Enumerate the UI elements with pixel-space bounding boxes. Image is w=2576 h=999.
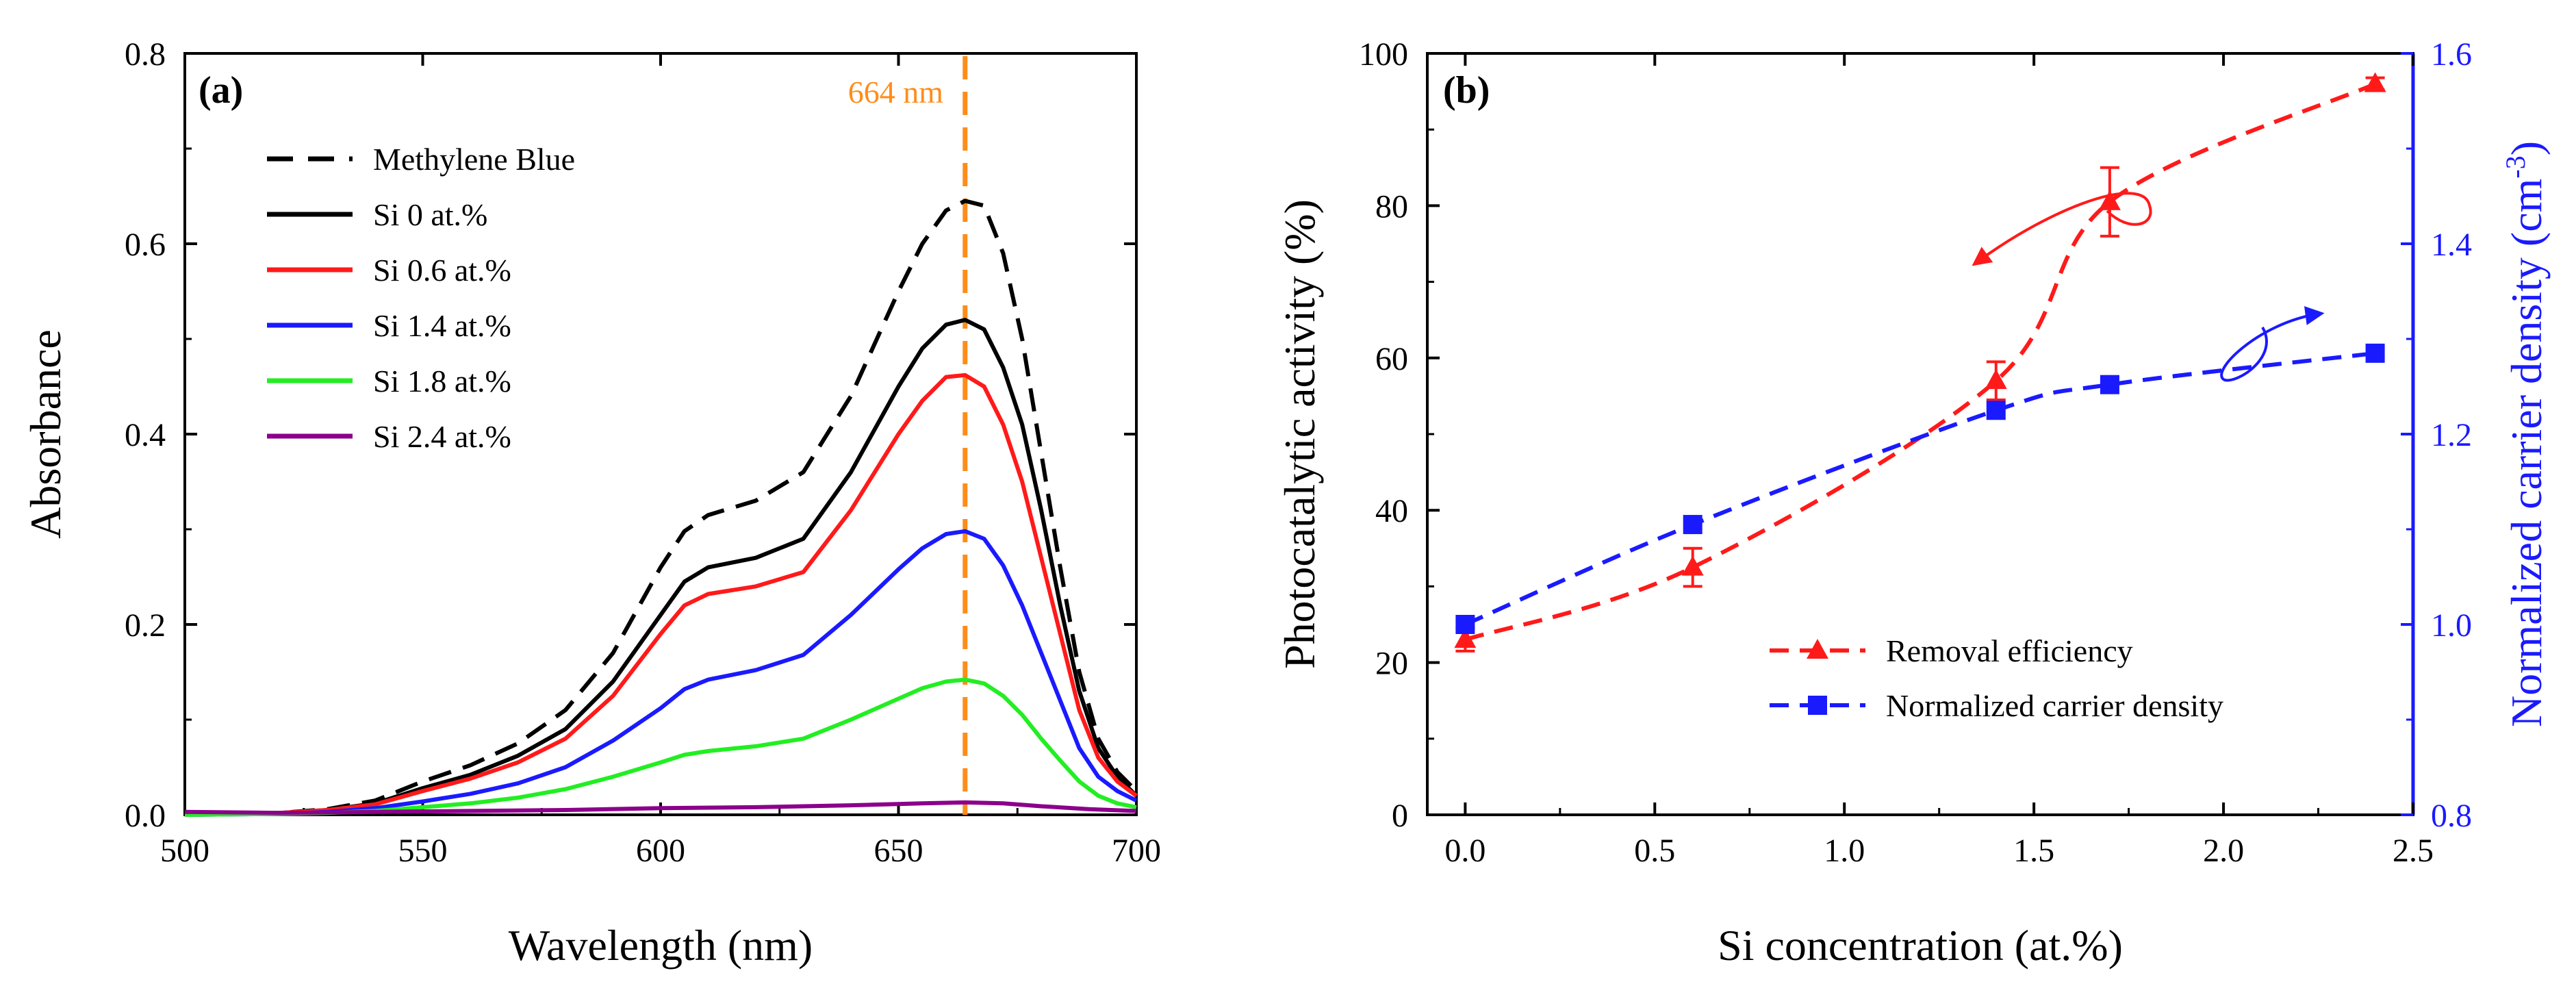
x-tick-label: 1.0 (1824, 833, 1865, 869)
series-line (184, 529, 1138, 817)
data-point-square (2365, 343, 2385, 363)
data-point-square (1455, 615, 1475, 634)
panel-label-b: (b) (1443, 69, 1490, 112)
y-axis-title-right: Normalized carrier density (cm-3) (2500, 141, 2551, 727)
x-tick-label: 700 (1112, 833, 1161, 869)
panel-a: 500 550 600 650 700 0.0 0.2 0.4 0.6 0.8 … (21, 36, 1161, 970)
y-axis-title-b: Photocatalytic activity (%) (1275, 199, 1324, 669)
legend-label: Si 2.4 at.% (373, 419, 511, 454)
x-tick-label: 2.5 (2393, 833, 2434, 869)
blue-axis-arrow (2220, 306, 2325, 382)
x-axis-title-b: Si concentration (at.%) (1718, 921, 2123, 970)
panel-label-a: (a) (199, 69, 243, 112)
legend-label: Si 0 at.% (373, 197, 487, 232)
legend-label: Si 0.6 at.% (373, 253, 511, 288)
legend-marker (1808, 696, 1827, 715)
x-tick-label: 2.0 (2203, 833, 2244, 869)
series-line (184, 318, 1138, 817)
y-axis-title-right-sup: -3 (2500, 155, 2531, 178)
y-right-tick-label: 1.2 (2431, 417, 2472, 453)
series-group-b (1454, 72, 2386, 653)
y-tick-label: 0 (1392, 798, 1408, 834)
series-line (184, 199, 1138, 817)
y-right-tick-label: 1.0 (2431, 607, 2472, 644)
x-tick-label: 650 (874, 833, 923, 869)
y-tick-label: 0.4 (125, 417, 166, 453)
series-line (184, 677, 1137, 817)
y-tick-label: 0.6 (125, 227, 166, 263)
tick-labels-b: 0.0 0.5 1.0 1.5 2.0 2.5 0 20 40 60 80 100 0.8 1.0 1.2 1… (1359, 36, 2472, 869)
data-point-square (1986, 401, 2006, 420)
red-axis-arrow (1972, 192, 2152, 266)
annotation-label: 664 nm (848, 75, 944, 110)
series-line (184, 800, 1137, 815)
tick-marks-a (183, 52, 1138, 816)
y-tick-label: 0.8 (125, 36, 166, 73)
data-point-triangle (1454, 628, 1477, 648)
y-tick-label: 40 (1375, 493, 1408, 529)
data-point-triangle (2364, 72, 2386, 92)
legend-label: Normalized carrier density (1886, 688, 2223, 723)
data-point-triangle (2098, 190, 2121, 210)
y-right-tick-label: 1.6 (2431, 36, 2472, 73)
y-axis-title-a: Absorbance (21, 329, 70, 539)
x-tick-label: 0.0 (1444, 833, 1485, 869)
x-tick-label: 0.5 (1634, 833, 1675, 869)
series-line (184, 372, 1138, 817)
legend-b: Removal efficiency Normalized carrier den… (1770, 633, 2223, 723)
legend-label: Si 1.8 at.% (373, 364, 511, 399)
data-point-triangle (1681, 555, 1704, 576)
legend-a: Methylene Blue Si 0 at.% Si 0.6 at.% Si 1.4… (267, 142, 575, 454)
y-tick-label: 80 (1375, 188, 1408, 225)
data-point-square (2100, 375, 2119, 394)
y-axis-title-right-main: Normalized carrier density (cm (2502, 179, 2551, 727)
series-group-a (184, 199, 1138, 817)
y-tick-label: 20 (1375, 646, 1408, 682)
x-axis-title-a: Wavelength (nm) (509, 921, 813, 970)
series-line (1464, 351, 2375, 627)
tick-marks-b (1427, 52, 2414, 816)
data-point-square (1683, 515, 1703, 535)
legend-label: Removal efficiency (1886, 633, 2133, 668)
legend-label: Si 1.4 at.% (373, 308, 511, 343)
y-right-tick-label: 0.8 (2431, 798, 2472, 834)
panel-b: 0.0 0.5 1.0 1.5 2.0 2.5 0 20 40 60 80 100 0.8 1.0 1.2 1… (1275, 36, 2551, 970)
y-tick-label: 0.2 (125, 607, 166, 644)
x-tick-label: 1.5 (2013, 833, 2054, 869)
legend-label: Methylene Blue (373, 142, 575, 177)
series-line (1464, 81, 2376, 642)
y-tick-label: 0.0 (125, 798, 166, 834)
x-tick-label: 600 (636, 833, 685, 869)
x-tick-label: 550 (398, 833, 448, 869)
x-tick-label: 500 (160, 833, 209, 869)
legend-marker (1807, 639, 1828, 659)
data-point-triangle (1985, 369, 2007, 390)
y-axis-title-right-end: ) (2502, 141, 2551, 155)
y-tick-label: 60 (1375, 341, 1408, 377)
y-right-tick-label: 1.4 (2431, 227, 2472, 263)
y-tick-label: 100 (1359, 36, 1408, 73)
